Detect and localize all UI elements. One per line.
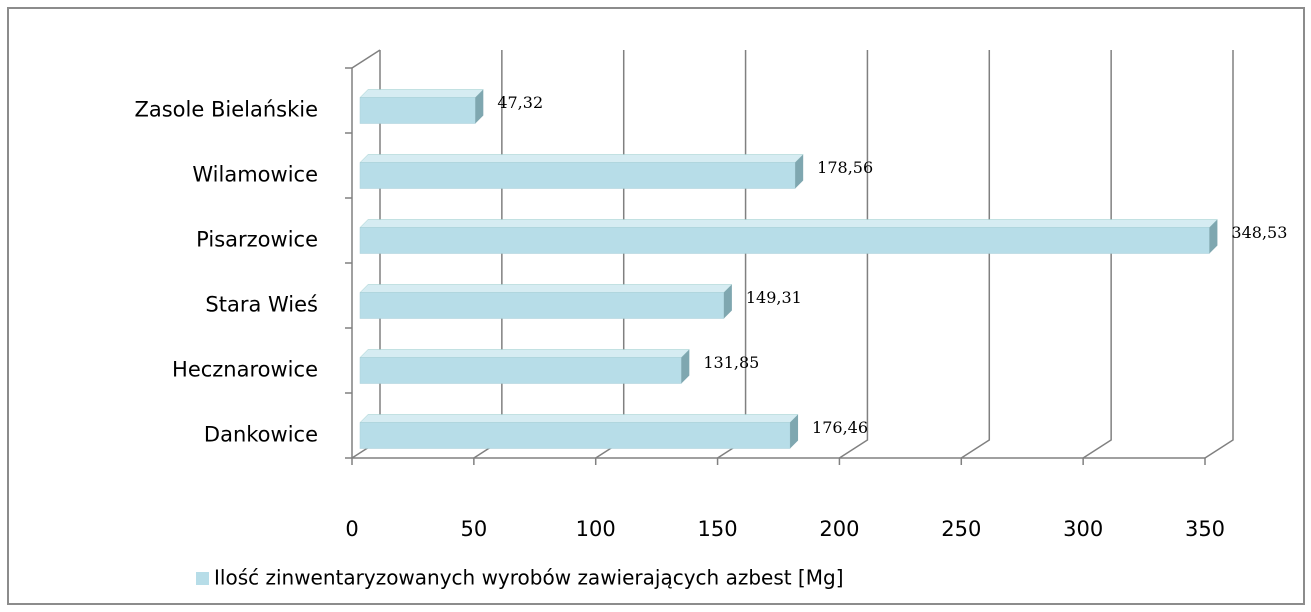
bar-top [359,219,1219,228]
bar-front [359,292,725,319]
y-tick-label: Wilamowice [192,163,318,187]
y-tick-label: Stara Wieś [205,293,318,317]
value-label: 131,85 [703,353,759,372]
grid-line [1082,50,1112,459]
value-label: 47,32 [497,93,543,112]
bar-side [723,284,732,319]
grid-line [960,50,991,459]
bar [359,89,484,124]
x-tick-label: 150 [698,517,738,541]
grid-line [839,50,869,459]
x-tick-label: 50 [460,517,487,541]
bar-front [359,422,791,449]
y-tick-label: Hecznarowice [172,358,318,382]
x-tick-label: 350 [1185,517,1225,541]
grid-line [1204,50,1234,459]
value-label: 348,53 [1231,223,1287,242]
x-tick-label: 300 [1063,517,1103,541]
y-tick-label: Pisarzowice [196,228,318,252]
bar-front [359,227,1210,254]
bar-top [359,154,804,163]
bar-front [359,97,476,124]
x-tick-label: 0 [345,517,358,541]
bar-top [359,284,733,293]
bar [359,349,690,384]
y-axis-back [351,49,381,69]
bar-top [359,414,799,423]
bar [359,284,733,319]
value-label: 176,46 [812,418,868,437]
legend-swatch [196,572,209,585]
legend-label: Ilość zinwentaryzowanych wyrobów zawiera… [214,566,844,590]
bar-side [790,414,799,449]
bar [359,219,1219,254]
bar-side [795,154,804,189]
bar [359,154,804,189]
bar-front [359,357,682,384]
bar-top [359,349,690,358]
x-tick-label: 100 [576,517,616,541]
x-tick-label: 250 [941,517,981,541]
value-label: 149,31 [746,288,802,307]
bar-side [475,89,484,124]
bar-side [681,349,690,384]
bar-front [359,162,796,189]
x-tick-label: 200 [819,517,859,541]
y-tick-label: Dankowice [204,423,318,447]
y-tick-label: Zasole Bielańskie [134,98,318,122]
value-label: 178,56 [817,158,873,177]
bar-side [1209,219,1218,254]
bar [359,414,799,449]
bar-top [359,89,484,98]
